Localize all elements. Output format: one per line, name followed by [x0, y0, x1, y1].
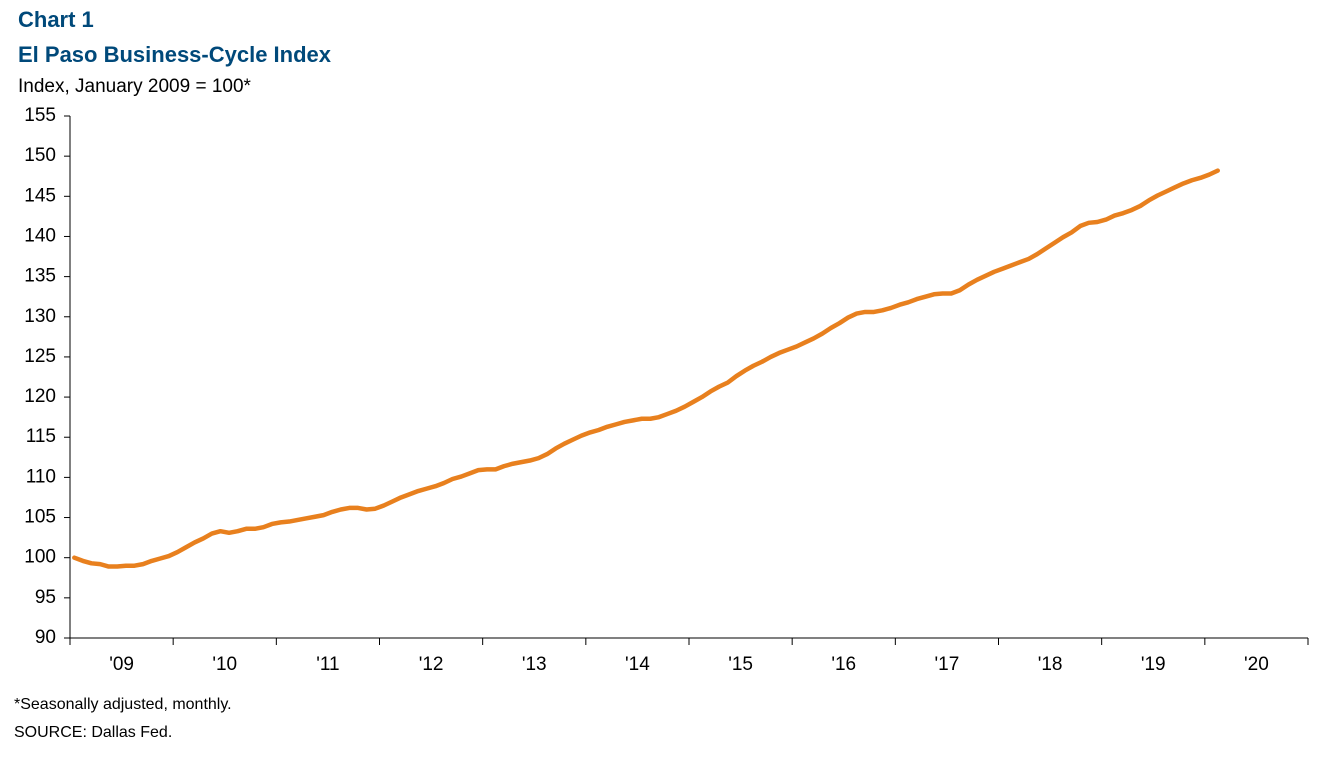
y-tick-label: 110 [26, 466, 56, 487]
x-tick-label: '11 [316, 654, 339, 675]
source: SOURCE: Dallas Fed. [14, 724, 172, 741]
x-tick-label: '13 [522, 654, 547, 675]
y-tick-label: 150 [24, 145, 56, 166]
y-tick-label: 120 [24, 386, 56, 407]
y-tick-label: 135 [24, 266, 56, 287]
chart-title: Chart 1 [18, 7, 94, 32]
y-tick-label: 125 [24, 346, 56, 367]
x-tick-label: '14 [625, 654, 650, 675]
x-tick-label: '12 [419, 654, 444, 675]
y-tick-label: 105 [24, 507, 56, 528]
y-tick-label: 90 [35, 627, 56, 648]
x-tick-label: '10 [212, 654, 237, 675]
y-tick-label: 100 [24, 547, 56, 568]
y-tick-label: 130 [24, 306, 56, 327]
x-tick-label: '09 [109, 654, 134, 675]
x-tick-label: '16 [831, 654, 856, 675]
y-tick-label: 95 [35, 587, 56, 608]
chart-subtitle: El Paso Business-Cycle Index [18, 42, 332, 67]
line [72, 168, 1220, 569]
x-tick-label: '18 [1038, 654, 1063, 675]
y-tick-label: 145 [24, 185, 56, 206]
y-tick-label: 115 [26, 426, 56, 447]
note: *Seasonally adjusted, monthly. [14, 696, 232, 713]
x-tick-label: '20 [1244, 654, 1269, 675]
x-tick-label: '17 [935, 654, 960, 675]
y-tick-label: 155 [24, 105, 56, 126]
y-tick-label: 140 [24, 225, 56, 246]
x-tick-label: '15 [728, 654, 753, 675]
x-tick-label: '19 [1141, 654, 1166, 675]
y-axis-label: Index, January 2009 = 100* [18, 76, 252, 97]
